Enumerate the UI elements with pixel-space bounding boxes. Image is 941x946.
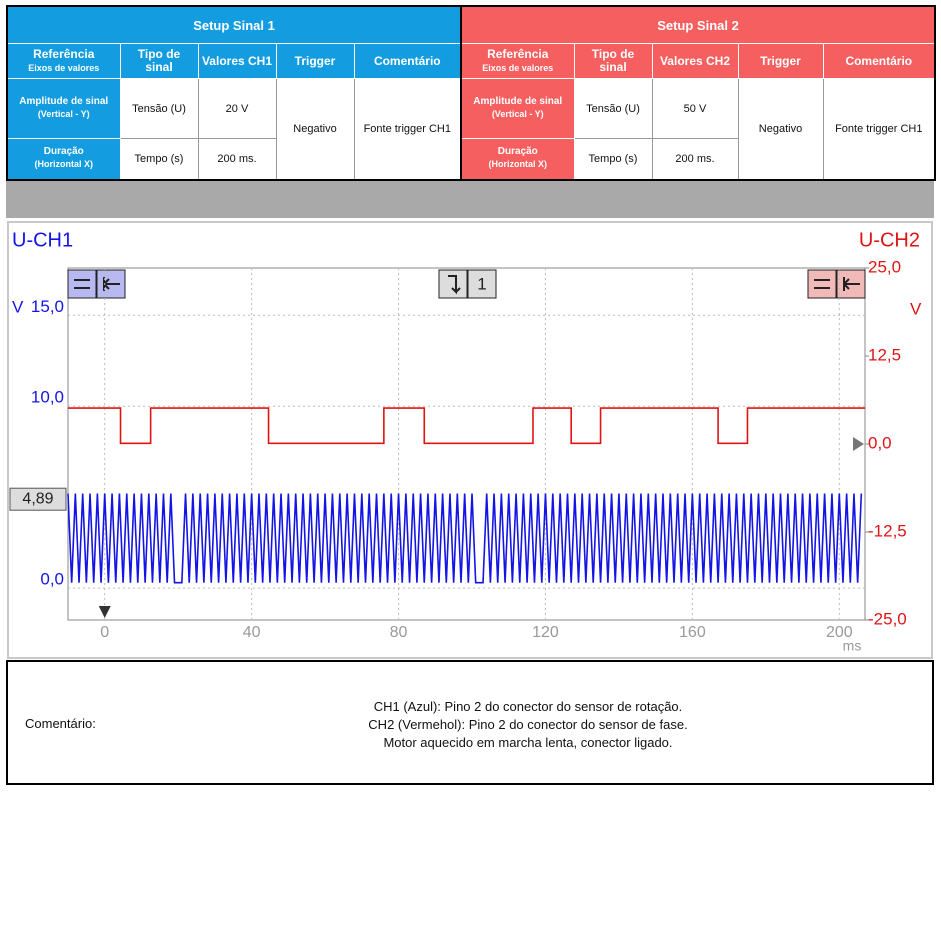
y-tick-label: 15,0 (31, 297, 64, 316)
comment-line: CH1 (Azul): Pino 2 do conector do sensor… (373, 699, 683, 714)
row-sub: (Horizontal X) (488, 159, 548, 170)
column-header: Valores CH2 (651, 43, 739, 79)
column-sub: Eixos de valores (28, 62, 100, 73)
y-tick-label: 10,0 (31, 388, 64, 407)
trigger-channel: 1 (477, 274, 486, 293)
y2-tick-label: 0,0 (868, 433, 892, 452)
row-label: Amplitude de sinal (19, 96, 109, 107)
comment-line: Motor aquecido em marcha lenta, conector… (383, 735, 673, 750)
x-tick-label: 0 (100, 624, 109, 641)
x-tick-label: 160 (679, 624, 706, 641)
row-label: Duração (43, 146, 84, 158)
column-label: Referência (33, 46, 95, 61)
cell: Tensão (U) (573, 78, 653, 139)
column-header: Comentário (822, 43, 936, 79)
row-header: Amplitude de sinal (Vertical - Y) (6, 78, 121, 139)
trigger-time-marker (98, 606, 111, 618)
x-tick-label: 80 (390, 624, 408, 641)
row-header: Amplitude de sinal (Vertical - Y) (460, 78, 575, 139)
series-line (68, 407, 865, 445)
y2-unit: V (910, 299, 922, 318)
x-tick-label: 40 (243, 624, 261, 641)
icon-ch2 (807, 269, 866, 299)
y2-tick-label: 12,5 (868, 345, 901, 364)
cell: Fonte trigger CH1 (822, 78, 936, 180)
y2-tick-label: -25,0 (868, 609, 907, 628)
series-line (67, 493, 863, 584)
icon-trigger: 1 (438, 269, 497, 299)
cell: Tempo (s) (119, 138, 199, 180)
y-tick-label: 0,0 (40, 570, 64, 589)
column-sub: Eixos de valores (482, 62, 554, 73)
comment-text: CH1 (Azul): Pino 2 do conector do sensor… (308, 698, 748, 752)
x-unit: ms (843, 638, 862, 654)
row-sub: (Vertical - Y) (37, 109, 90, 119)
cell: 50 V (651, 78, 739, 139)
table-title: Setup Sinal 1 (6, 5, 462, 44)
column-header: Referência Eixos de valores (6, 43, 121, 79)
column-header: Comentário (353, 43, 462, 79)
column-header: Tipo de sinal (573, 43, 653, 79)
cell: Tensão (U) (119, 78, 199, 139)
setup-table: Setup Sinal 1 Referência Eixos de valores… (6, 5, 463, 181)
icon-ch1 (67, 269, 126, 299)
cell: 200 ms. (197, 138, 277, 180)
y-axis-title: U-CH1 (12, 229, 73, 251)
y2-axis-title: U-CH2 (859, 229, 920, 251)
table-title: Setup Sinal 2 (460, 5, 936, 44)
column-header: Tipo de sinal (119, 43, 199, 79)
cell: 20 V (197, 78, 277, 139)
row-header: Duração (Horizontal X) (460, 138, 575, 180)
row-sub: (Vertical - Y) (491, 109, 544, 119)
comment-label: Comentário: (25, 716, 96, 731)
y2-tick-label: 25,0 (868, 257, 901, 276)
separator-band (6, 178, 934, 218)
x-tick-label: 200 (826, 624, 853, 641)
cell: Negativo (737, 78, 824, 180)
column-header: Trigger (275, 43, 355, 79)
setup-table: Setup Sinal 2 Referência Eixos de valores… (460, 5, 937, 181)
y-unit: V (12, 297, 24, 316)
comment-line: CH2 (Vermehol): Pino 2 do conector do se… (368, 717, 688, 732)
row-header: Duração (Horizontal X) (6, 138, 121, 180)
cell: Negativo (275, 78, 355, 180)
column-header: Trigger (737, 43, 824, 79)
row-label: Duração (497, 146, 538, 158)
ch2-zero-marker (853, 437, 864, 451)
cell: Tempo (s) (573, 138, 653, 180)
row-sub: (Horizontal X) (34, 159, 94, 170)
column-header: Valores CH1 (197, 43, 277, 79)
column-label: Referência (487, 46, 549, 61)
trigger-level-box (9, 487, 67, 511)
comment-box: Comentário: CH1 (Azul): Pino 2 do conect… (6, 660, 934, 785)
column-header: Referência Eixos de valores (460, 43, 575, 79)
cell: 200 ms. (651, 138, 739, 180)
y2-tick-label: -12,5 (868, 521, 907, 540)
x-tick-label: 120 (532, 624, 559, 641)
row-label: Amplitude de sinal (473, 96, 563, 107)
cell: Fonte trigger CH1 (353, 78, 462, 180)
trigger-level-label: 4,89 (22, 490, 53, 507)
